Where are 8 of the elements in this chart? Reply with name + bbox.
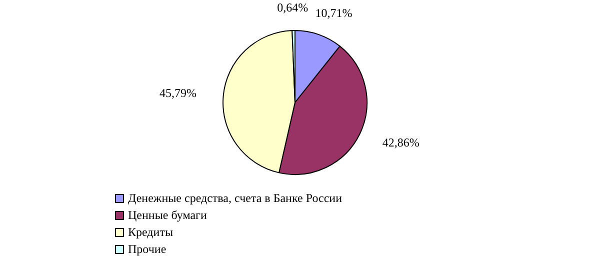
data-label: 0,64% — [277, 0, 308, 15]
data-label: 10,71% — [315, 6, 352, 20]
legend-label: Ценные бумаги — [128, 207, 207, 224]
legend-label: Прочие — [128, 241, 166, 258]
data-label: 42,86% — [382, 135, 420, 150]
data-label: 45,79% — [159, 86, 196, 100]
legend-label: Денежные средства, счета в Банке России — [128, 190, 342, 207]
legend-label: Кредиты — [128, 224, 174, 241]
